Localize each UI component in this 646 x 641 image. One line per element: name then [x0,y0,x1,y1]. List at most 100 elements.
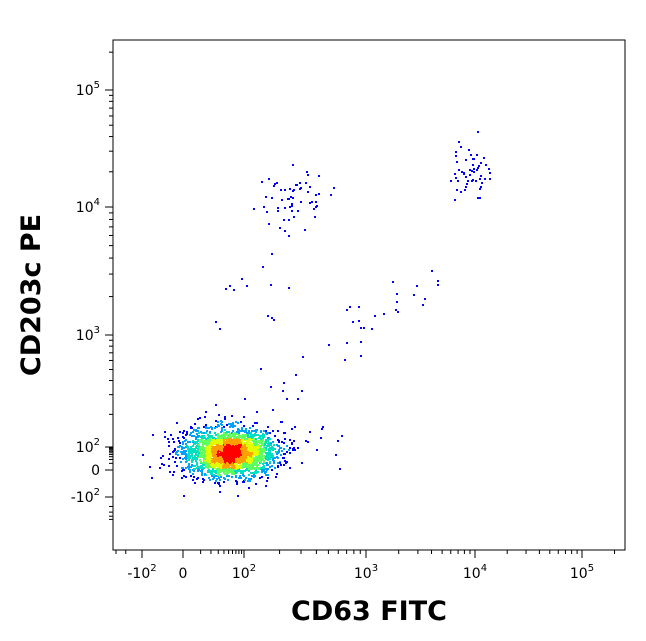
event-dot [285,462,287,464]
event-dot [223,450,225,452]
event-dot [180,461,182,463]
event-dot [173,450,175,452]
event-dot [235,452,237,454]
event-dot [256,448,258,450]
event-dot [228,465,230,467]
event-dot [252,425,254,427]
event-dot [231,469,233,471]
event-dot [344,359,346,361]
event-dot [221,429,223,431]
event-dot [264,471,266,473]
event-dot [265,474,267,476]
event-dot [271,446,273,448]
event-dot [273,319,275,321]
event-dot [232,445,234,447]
event-dot [216,478,218,480]
event-dot [161,463,163,465]
event-dot [358,306,360,308]
event-dot [218,447,220,449]
event-dot [318,193,320,195]
event-dot [209,438,211,440]
event-dot [219,449,221,451]
event-dot [475,180,477,182]
event-dot [248,436,250,438]
event-dot [264,444,266,446]
event-dot [222,461,224,463]
event-dot [307,191,309,193]
event-dot [191,464,193,466]
event-dot [299,188,301,190]
event-dot [296,184,298,186]
event-dot [277,465,279,467]
event-dot [316,449,318,451]
event-dot [274,183,276,185]
event-dot [455,155,457,157]
event-dot [219,459,221,461]
event-dot [307,441,309,443]
event-dot [192,440,194,442]
event-dot [201,437,203,439]
event-dot [198,432,200,434]
event-dot [328,344,330,346]
event-dot [284,460,286,462]
event-dot [437,280,439,282]
event-dots [142,131,491,497]
event-dot [257,460,259,462]
event-dot [201,472,203,474]
event-dot [253,467,255,469]
event-dot [458,141,460,143]
event-dot [211,448,213,450]
event-dot [195,460,197,462]
event-dot [233,450,235,452]
event-dot [192,479,194,481]
event-dot [251,475,253,477]
event-dot [183,475,185,477]
event-dot [260,438,262,440]
event-dot [204,473,206,475]
event-dot [258,457,260,459]
event-dot [194,443,196,445]
event-dot [267,315,269,317]
event-dot [455,177,457,179]
event-dot [259,453,261,455]
event-dot [198,466,200,468]
event-dot [236,483,238,485]
event-dot [247,448,249,450]
event-dot [225,451,227,453]
event-dot [246,460,248,462]
event-dot [217,436,219,438]
event-dot [318,175,320,177]
event-dot [480,175,482,177]
event-dot [271,455,273,457]
event-dot [174,461,176,463]
event-dot [247,453,249,455]
event-dot [224,444,226,446]
event-dot [203,451,205,453]
event-dot [211,475,213,477]
event-dot [281,421,283,423]
event-dot [187,454,189,456]
event-dot [191,455,193,457]
event-dot [247,458,249,460]
event-dot [273,462,275,464]
event-dot [245,434,247,436]
event-dot [203,436,205,438]
event-dot [246,285,248,287]
event-dot [201,469,203,471]
y-tick-label: 102 [76,437,100,456]
event-dot [265,468,267,470]
event-dot [208,460,210,462]
event-dot [244,459,246,461]
event-dot [465,159,467,161]
event-dot [224,478,226,480]
event-dot [253,453,255,455]
event-dot [214,482,216,484]
event-dot [480,186,482,188]
event-dot [218,454,220,456]
event-dot [287,198,289,200]
event-dot [320,437,322,439]
event-dot [189,448,191,450]
event-dot [207,439,209,441]
event-dot [194,456,196,458]
event-dot [273,444,275,446]
